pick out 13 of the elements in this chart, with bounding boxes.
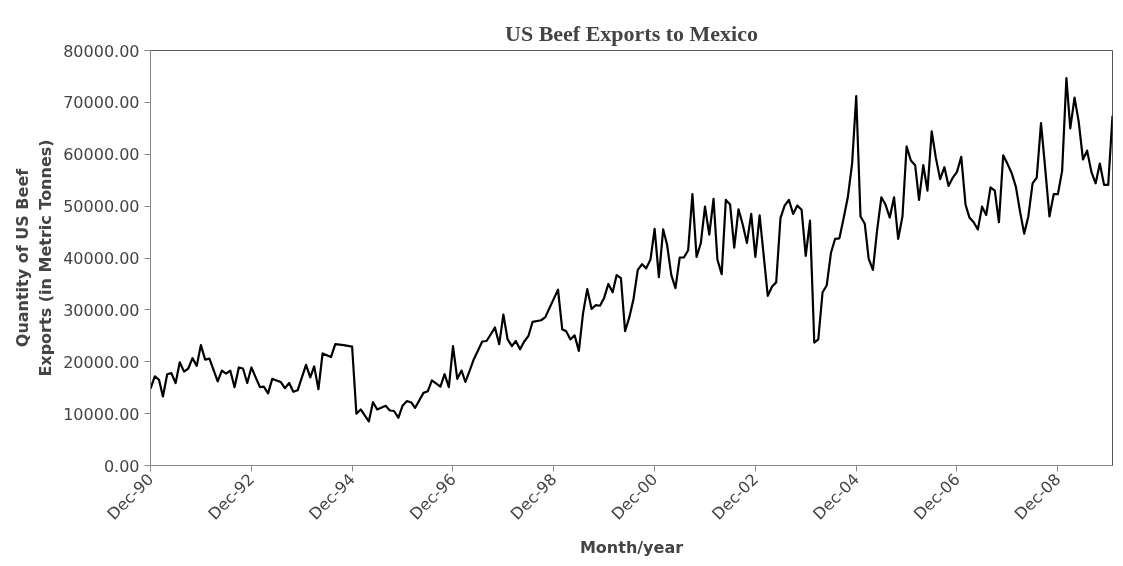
y-tick-label: 60000.00: [63, 145, 140, 165]
y-tick-label: 70000.00: [63, 93, 140, 113]
y-tick-label: 20000.00: [63, 352, 140, 372]
y-axis-title: Quantity of US Beef Exports (in Metric Tonnes): [13, 139, 56, 377]
y-tick-label: 0.00: [103, 456, 140, 476]
line-series: [150, 76, 1113, 423]
y-tick-label: 10000.00: [63, 404, 140, 424]
chart-title: US Beef Exports to Mexico: [505, 20, 758, 46]
y-tick-label: 40000.00: [63, 249, 140, 268]
y-tick-label: 50000.00: [63, 197, 140, 217]
y-tick-label: 80000.00: [63, 41, 140, 61]
x-axis-title: Month/year: [579, 538, 684, 558]
y-tick-label: 30000.00: [63, 300, 140, 320]
